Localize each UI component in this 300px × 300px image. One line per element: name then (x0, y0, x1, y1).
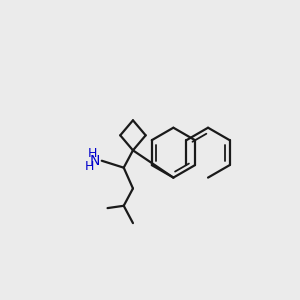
Text: N: N (90, 154, 100, 168)
Text: H: H (88, 147, 97, 160)
Text: H: H (84, 160, 94, 173)
